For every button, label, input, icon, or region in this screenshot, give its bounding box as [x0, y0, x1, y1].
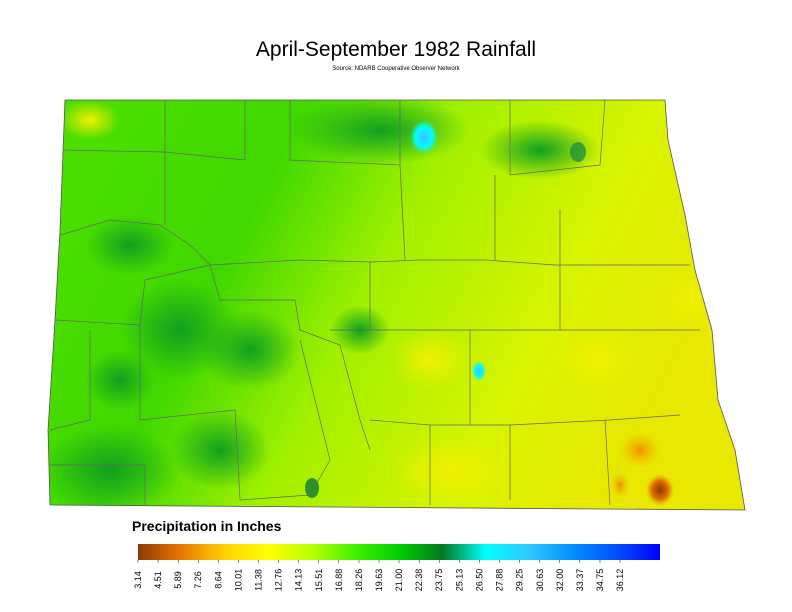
tick-label: 27.88 — [495, 569, 505, 592]
color-bar — [138, 544, 660, 560]
tick-label: 4.51 — [153, 571, 163, 589]
tick-label: 12.76 — [274, 569, 284, 592]
tick-label: 34.75 — [595, 569, 605, 592]
tick-label: 30.63 — [535, 569, 545, 592]
tick-label: 14.13 — [294, 569, 304, 592]
tick-label: 32.00 — [555, 569, 565, 592]
tick-label: 16.88 — [334, 569, 344, 592]
tick-label: 11.38 — [253, 569, 263, 591]
tick-label: 7.26 — [193, 571, 203, 589]
state-outline — [47, 99, 746, 511]
legend-ticks: 3.14 4.51 5.89 7.26 8.64 10.01 11.38 12.76 14.13… — [133, 560, 625, 591]
tick-label: 5.89 — [173, 571, 183, 589]
tick-label: 21.00 — [394, 569, 404, 592]
tick-label: 19.63 — [374, 569, 384, 592]
tick-label: 29.25 — [515, 569, 525, 592]
county-lines — [49, 100, 700, 506]
tick-label: 3.14 — [133, 571, 143, 589]
tick-label: 15.51 — [314, 569, 324, 592]
tick-label: 22.38 — [414, 569, 424, 592]
tick-label: 10.01 — [233, 569, 243, 592]
tick-label: 36.12 — [615, 569, 625, 592]
tick-label: 23.75 — [434, 569, 444, 592]
rainfall-surface — [48, 100, 745, 510]
tick-label: 33.37 — [575, 569, 585, 592]
map-source: Source: NDARB Cooperative Observer Netwo… — [332, 66, 460, 72]
legend-title: Precipitation in Inches — [132, 518, 282, 534]
tick-label: 18.26 — [354, 569, 364, 592]
map-title: April-September 1982 Rainfall — [256, 38, 536, 61]
tick-label: 25.13 — [454, 569, 464, 592]
tick-label: 26.50 — [474, 569, 484, 592]
tick-label: 8.64 — [213, 571, 223, 589]
